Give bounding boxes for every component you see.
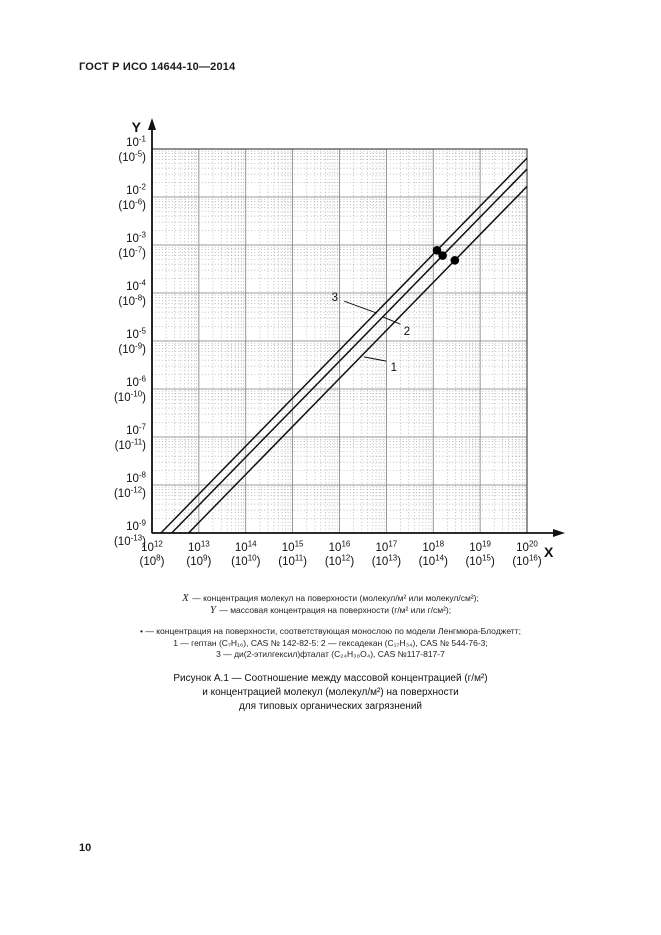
x-tick-main-14: 1014 (235, 540, 257, 555)
grid-major (151, 148, 528, 534)
x-symbol: X (182, 592, 189, 604)
y-tick-paren--2: (10-6) (118, 198, 146, 213)
x-tick-paren-15: (1011) (278, 554, 307, 569)
x-tick-main-20: 1020 (516, 540, 538, 555)
y-tick-main--9: 10-9 (126, 519, 146, 534)
x-tick-paren-14: (1010) (231, 554, 261, 569)
y-tick-main--8: 10-8 (126, 471, 146, 486)
y-tick-main--6: 10-6 (126, 375, 146, 390)
y-tick-main--7: 10-7 (126, 423, 146, 438)
caption-line-2: и концентрацией молекул (молекул/м²) на … (202, 687, 459, 698)
y-definition-text: — массовая концентрация на поверхности (… (216, 605, 452, 615)
callout-leader-1 (363, 356, 387, 362)
y-axis-arrowhead (148, 118, 156, 130)
footnote-monolayer: • — концентрация на поверхности, соответ… (140, 626, 521, 636)
callout-label-2: 2 (404, 326, 410, 338)
x-axis-label: X (544, 544, 554, 560)
y-tick-paren--9: (10-13) (114, 534, 146, 549)
y-tick-paren--5: (10-9) (118, 342, 146, 357)
x-axis-definition: X — концентрация молекул на поверхности … (0, 592, 661, 604)
y-tick-main--5: 10-5 (126, 327, 146, 342)
y-tick-paren--8: (10-12) (114, 486, 146, 501)
figure-chart: 3 2 1 Y X 10-1 (10-5) 10-2 (10-6) 10-3 (10-7) 10-4(… (85, 110, 585, 590)
x-definition-text: — концентрация молекул на поверхности (м… (189, 593, 479, 603)
y-tick-main--1: 10-1 (126, 135, 146, 150)
x-tick-main-18: 1018 (422, 540, 444, 555)
x-tick-paren-19: (1015) (465, 554, 495, 569)
monolayer-dot-1 (450, 256, 460, 265)
y-tick-paren--6: (10-10) (114, 390, 146, 405)
x-tick-main-12: 1012 (141, 540, 163, 555)
series-line-2 (171, 168, 528, 534)
callout-label-1: 1 (391, 362, 397, 374)
x-tick-main-13: 1013 (188, 540, 210, 555)
series-line-1 (188, 185, 528, 534)
axis-definitions: X — концентрация молекул на поверхности … (0, 592, 661, 616)
chart-svg: 321YX10-1(10-5)10-2(10-6)10-3(10-7)10-4(… (114, 118, 565, 569)
caption-line-1: Рисунок А.1 — Соотношение между массовой… (173, 673, 488, 684)
y-tick-paren--7: (10-11) (115, 438, 147, 453)
figure-caption: Рисунок А.1 — Соотношение между массовой… (0, 672, 661, 714)
footnote-substances-1-2: 1 — гептан (C₇H₁₆), CAS № 142-82-5: 2 — … (173, 637, 488, 648)
figure-footnotes: • — концентрация на поверхности, соответ… (0, 626, 661, 661)
x-tick-paren-18: (1014) (419, 554, 449, 569)
y-tick-paren--3: (10-7) (118, 246, 146, 261)
x-tick-paren-13: (109) (186, 554, 211, 569)
y-tick-main--2: 10-2 (126, 183, 146, 198)
y-tick-main--4: 10-4 (126, 279, 146, 294)
monolayer-dot-3 (432, 245, 442, 255)
y-tick-main--3: 10-3 (126, 231, 146, 246)
x-tick-paren-20: (1016) (512, 554, 542, 569)
y-tick-paren--4: (10-8) (118, 294, 146, 309)
callout-leader-2 (382, 316, 401, 325)
x-tick-main-17: 1017 (376, 540, 398, 555)
x-tick-paren-12: (108) (140, 554, 165, 569)
y-axis-definition: Y — массовая концентрация на поверхности… (0, 604, 661, 616)
page-number: 10 (79, 842, 92, 854)
x-tick-paren-17: (1013) (372, 554, 402, 569)
x-tick-paren-16: (1012) (325, 554, 355, 569)
y-tick-paren--1: (10-5) (118, 150, 146, 165)
caption-line-3: для типовых органических загрязнений (238, 701, 423, 712)
y-axis-label: Y (132, 119, 142, 135)
monolayer-dot-2 (438, 251, 447, 260)
x-tick-main-15: 1015 (282, 540, 304, 555)
y-symbol: Y (209, 604, 216, 616)
x-tick-main-16: 1016 (329, 540, 351, 555)
axes (148, 118, 565, 537)
document-header: ГОСТ Р ИСО 14644-10—2014 (79, 61, 236, 73)
callout-leader-3 (344, 300, 378, 314)
series-line-3 (160, 157, 528, 534)
x-axis-arrowhead (553, 529, 565, 537)
callout-label-3: 3 (332, 292, 338, 304)
x-tick-main-19: 1019 (469, 540, 491, 555)
footnote-substance-3: 3 — ди(2-этилгексил)фталат (C₂₄H₃₈O₄), C… (216, 649, 445, 659)
